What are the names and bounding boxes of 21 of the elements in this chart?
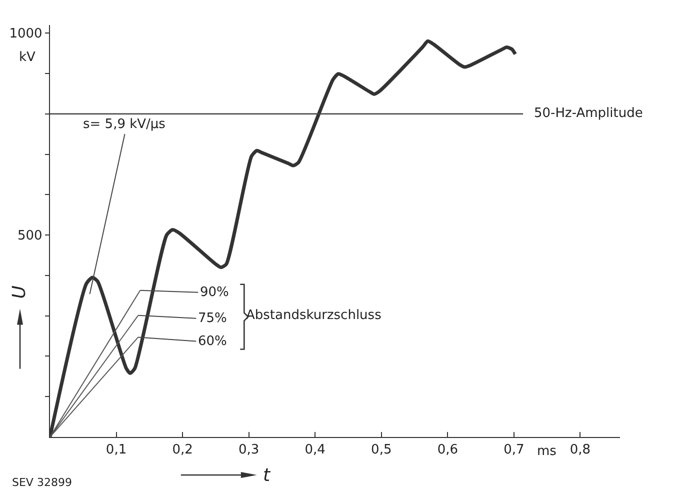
text: ms (537, 444, 557, 459)
x-tick-label: 0,8 (570, 442, 591, 458)
x-tick-label: 0,6 (437, 442, 458, 458)
x-tick-label: 0,5 (371, 442, 392, 458)
annotation: 90% (200, 285, 229, 300)
annotation: 75% (198, 311, 227, 326)
y-axis-title: U (9, 286, 30, 299)
annotation: s= 5,9 kV/µs (83, 117, 166, 132)
annotation: Abstandskurzschluss (246, 308, 382, 323)
x-tick-label: 0,3 (238, 442, 260, 458)
x-tick-label: 0,7 (504, 442, 524, 458)
annotation: 60% (198, 334, 227, 349)
y-tick-label: 1000 (9, 26, 42, 42)
y-tick-label: 500 (17, 228, 42, 244)
text: kV (19, 50, 36, 65)
x-tick-label: 0,1 (106, 442, 127, 458)
x-tick-label: 0,2 (172, 442, 193, 458)
x-axis-title: t (263, 465, 271, 486)
ref-line-label: 50-Hz-Amplitude (534, 106, 643, 121)
text: SEV 32899 (12, 476, 72, 489)
x-tick-label: 0,4 (304, 442, 326, 458)
